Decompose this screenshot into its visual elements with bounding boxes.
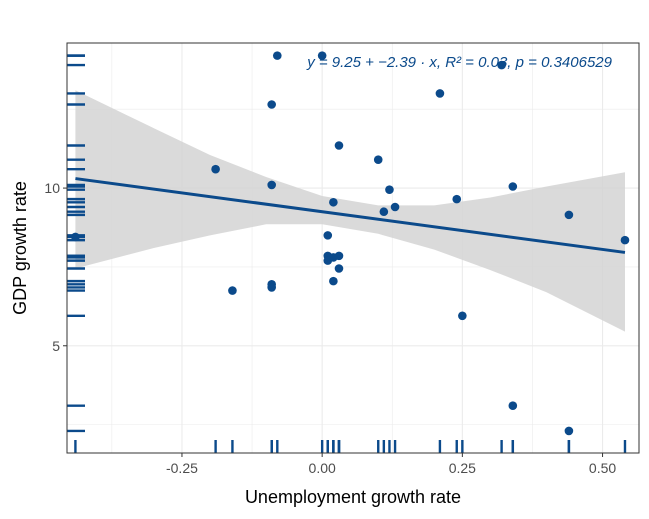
x-tick-label: 0.25 (449, 460, 476, 476)
confidence-band-area (75, 90, 625, 332)
data-point (508, 182, 518, 191)
x-axis-ticks: -0.25 0.00 0.25 0.50 (166, 453, 616, 476)
y-axis-title: GDP growth rate (10, 181, 30, 315)
data-point (458, 311, 467, 321)
data-point (435, 89, 445, 98)
regression-line (75, 177, 626, 254)
data-point (329, 276, 338, 286)
regression-annotation: y = 9.25 + −2.39 · x, R² = 0.03, p = 0.3… (306, 54, 612, 71)
data-point (272, 51, 282, 60)
data-point (508, 401, 518, 410)
data-point (379, 207, 389, 217)
data-point (329, 197, 338, 207)
data-point (267, 283, 276, 292)
panel-border (66, 42, 640, 454)
data-point (334, 251, 344, 261)
y-tick-label: 5 (52, 338, 60, 354)
regression-line-path (75, 177, 626, 254)
x-axis-title: Unemployment growth rate (245, 487, 461, 507)
data-point (373, 155, 383, 164)
data-point (267, 180, 276, 190)
data-point (564, 426, 574, 436)
data-point (564, 210, 574, 220)
rug-marks (67, 54, 627, 453)
data-point (323, 231, 333, 240)
data-point (317, 51, 327, 60)
data-point (620, 235, 630, 245)
y-tick-label: 10 (44, 180, 60, 196)
x-tick-label: 0.50 (589, 460, 616, 476)
data-point (267, 100, 276, 109)
data-point (452, 194, 462, 204)
data-point (334, 141, 344, 150)
y-axis-ticks: 5 10 (44, 180, 67, 354)
data-point (211, 164, 220, 174)
data-point (385, 185, 394, 194)
data-point (228, 286, 237, 295)
x-tick-label: -0.25 (166, 460, 198, 476)
confidence-band (75, 90, 625, 332)
data-points (71, 51, 630, 436)
data-point (497, 60, 506, 70)
data-point (71, 232, 80, 242)
x-tick-label: 0.00 (309, 460, 336, 476)
data-point (390, 202, 400, 212)
data-point (334, 264, 344, 273)
